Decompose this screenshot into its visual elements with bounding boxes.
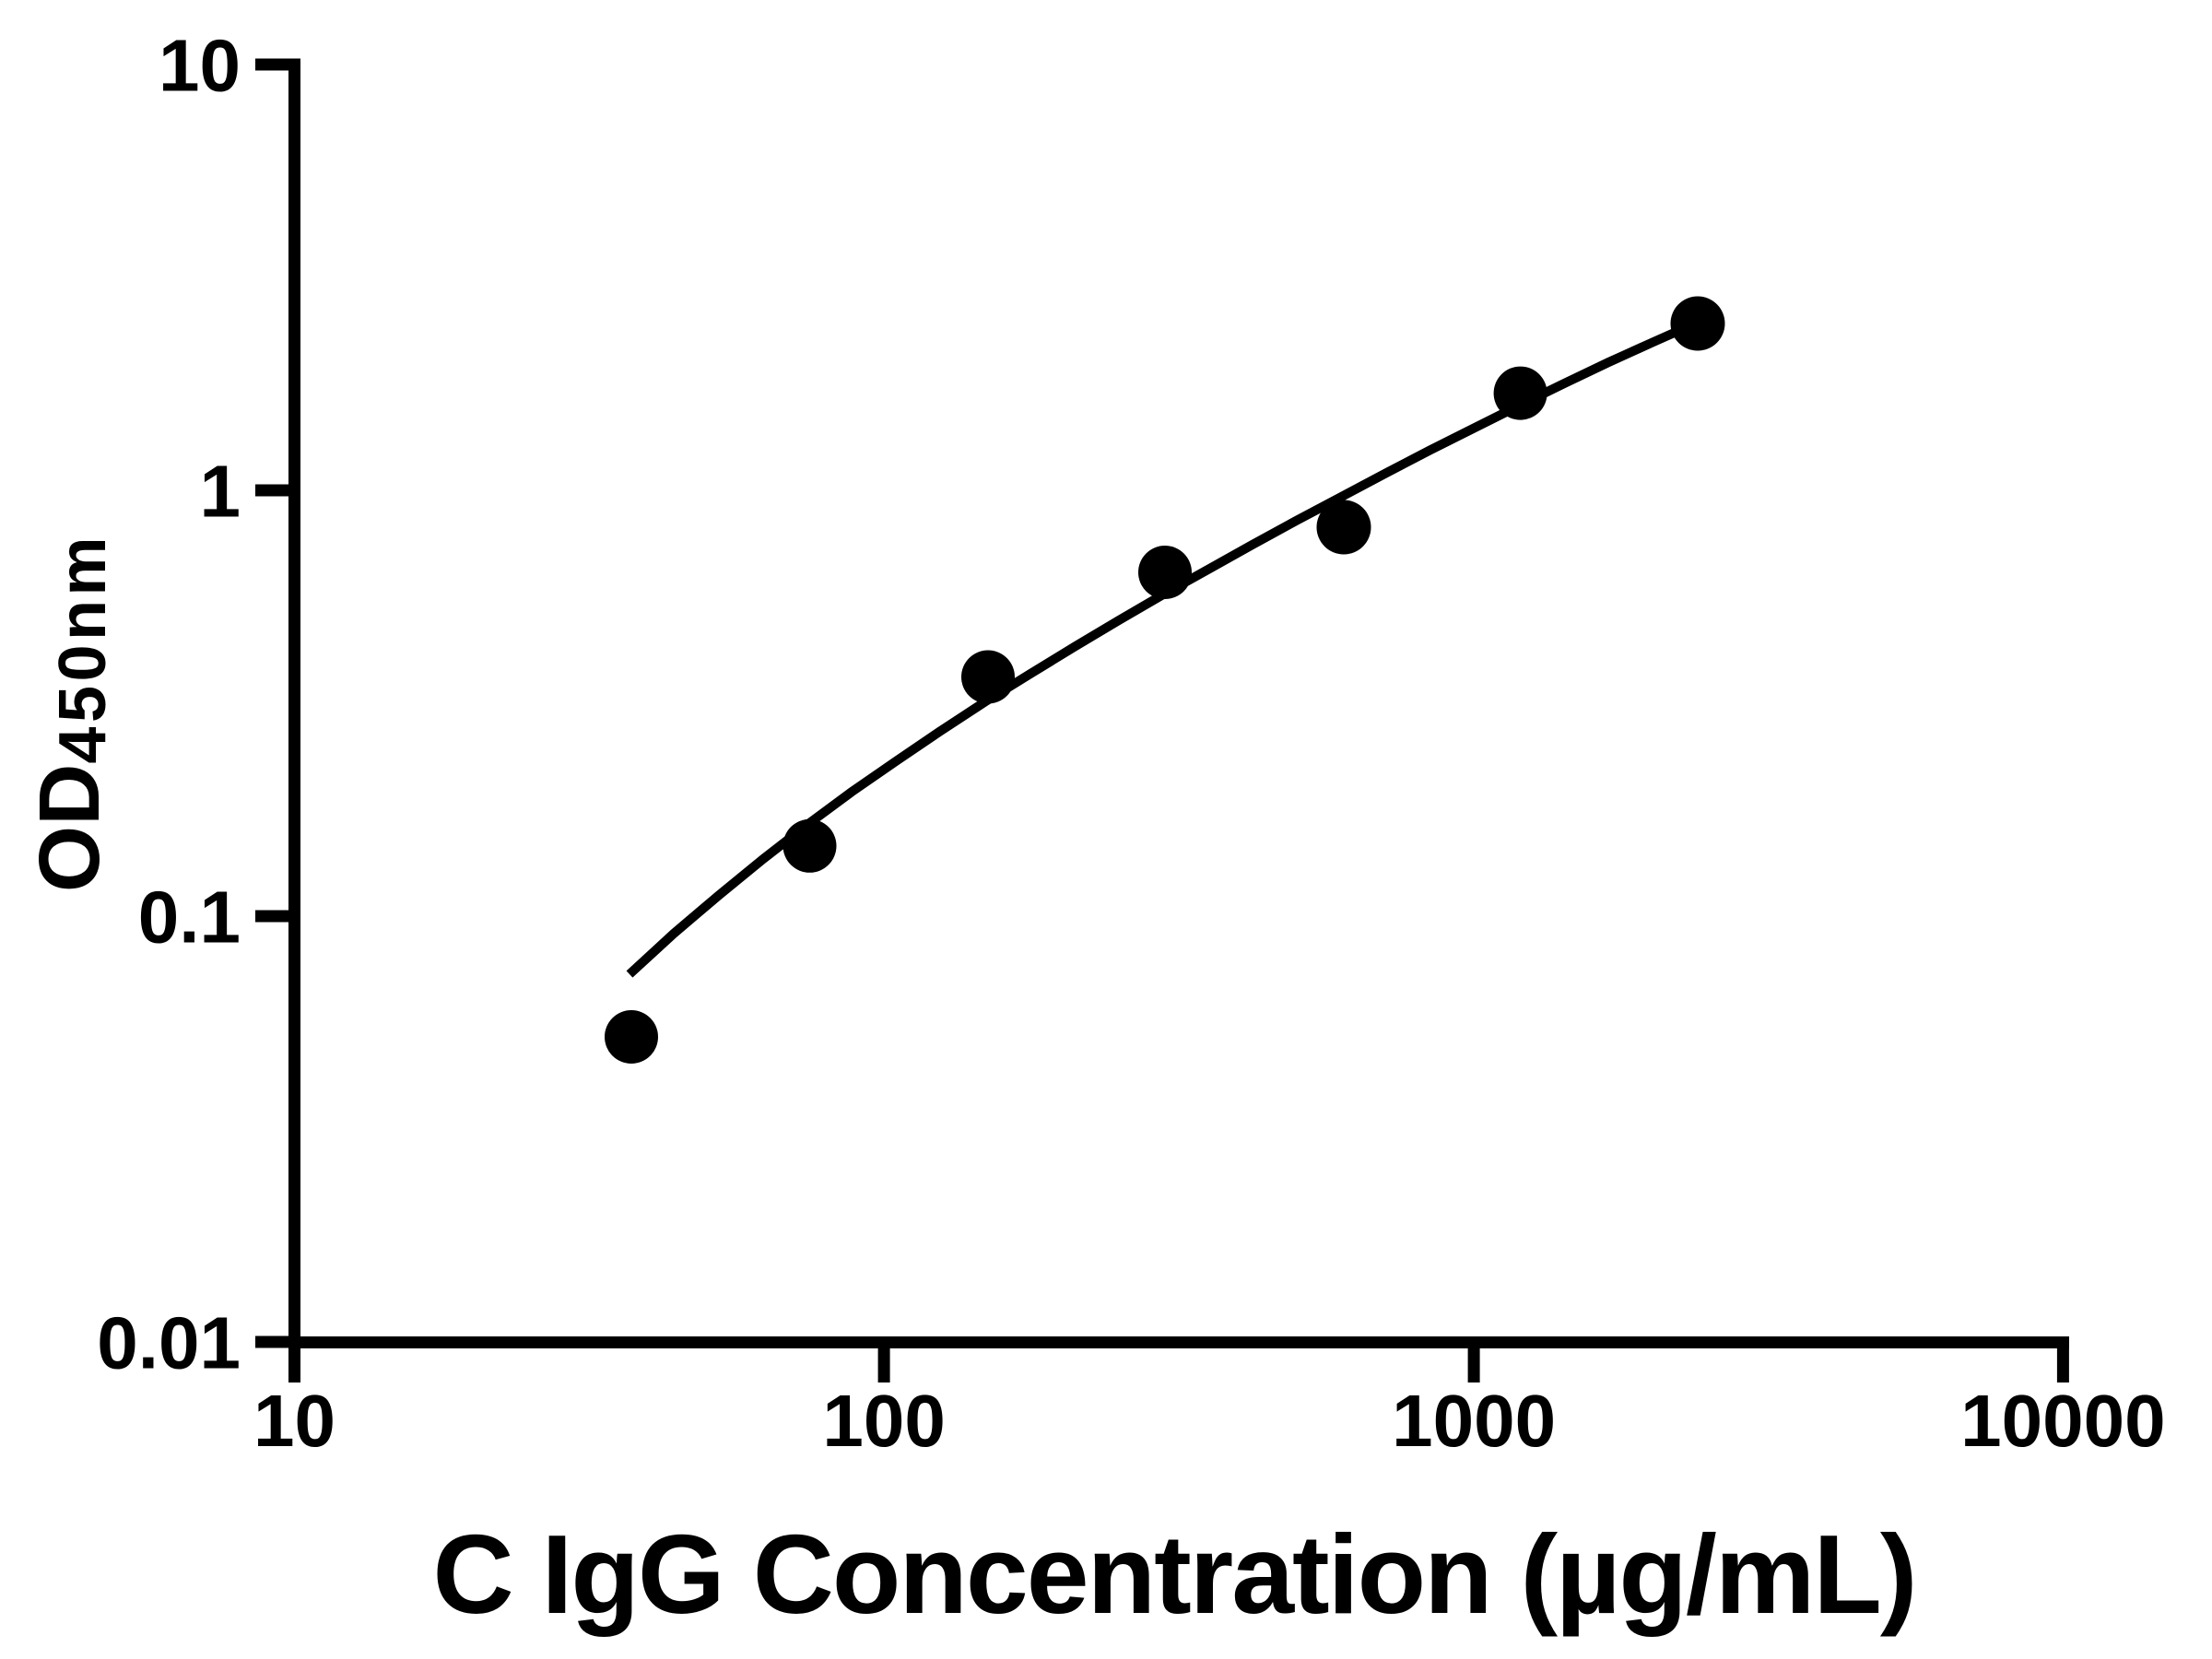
svg-text:0.01: 0.01 xyxy=(97,1302,241,1384)
svg-text:100: 100 xyxy=(822,1380,945,1462)
svg-text:10: 10 xyxy=(253,1380,335,1462)
svg-text:10000: 10000 xyxy=(1960,1380,2165,1462)
svg-text:C IgG Concentration (µg/mL): C IgG Concentration (µg/mL) xyxy=(433,1512,1916,1637)
svg-text:1000: 1000 xyxy=(1392,1380,1556,1462)
svg-text:1: 1 xyxy=(200,451,241,533)
svg-text:0.1: 0.1 xyxy=(138,877,241,959)
svg-text:10: 10 xyxy=(159,25,241,107)
svg-text:OD450nm: OD450nm xyxy=(21,533,120,892)
